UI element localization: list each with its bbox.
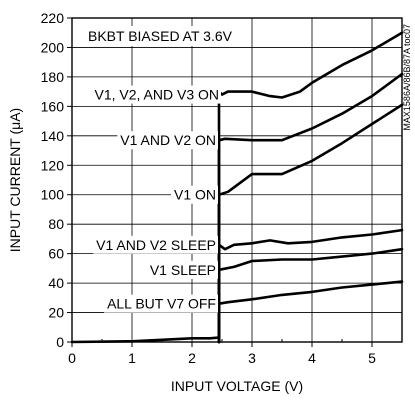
y-tick-label-100: 100 <box>41 187 65 203</box>
y-axis-label: INPUT CURRENT (μA) <box>7 108 23 252</box>
y-tick-label-0: 0 <box>56 334 64 350</box>
series-labels: V1, V2, AND V3 ON V1 AND V2 ON V1 ON V1 AND… <box>91 85 221 313</box>
y-tick-label-140: 140 <box>41 128 65 144</box>
y-tick-label-120: 120 <box>41 157 65 173</box>
x-tick-label-2: 2 <box>188 350 196 366</box>
series-line-4 <box>217 228 404 344</box>
series-group <box>70 31 404 344</box>
y-tick-label-160: 160 <box>41 98 65 114</box>
series-label-2: V1 AND V2 ON <box>120 132 216 148</box>
series-label-bg-5 <box>146 260 218 279</box>
watermark: MAX1586A/86B/87A toc07 <box>402 24 412 131</box>
annotation-bkbt: BKBT BIASED AT 3.6V <box>88 28 233 44</box>
y-tick-label-180: 180 <box>41 69 65 85</box>
series-line-3 <box>217 103 404 344</box>
plot-area <box>71 17 403 343</box>
y-tick-label-220: 220 <box>41 10 65 26</box>
series-label-4: V1 AND V2 SLEEP <box>96 237 216 253</box>
grid <box>72 18 402 342</box>
x-axis-label: INPUT VOLTAGE (V) <box>171 378 303 394</box>
series-label-5: V1 SLEEP <box>150 262 216 278</box>
series-label-1: V1, V2, AND V3 ON <box>95 87 220 103</box>
series-label-bg-6 <box>104 294 218 313</box>
series-label-3: V1 ON <box>174 187 216 203</box>
x-tick-label-5: 5 <box>368 350 376 366</box>
series-label-bg-4 <box>93 235 218 254</box>
x-tick-label-1: 1 <box>128 350 136 366</box>
x-tick-label-3: 3 <box>248 350 256 366</box>
tick-marks <box>67 17 373 347</box>
y-tick-labels: 0 20 40 60 80 100 120 140 160 180 200 220 <box>41 10 65 350</box>
annotation-bkbt-bg <box>84 26 237 46</box>
y-tick-label-40: 40 <box>48 275 64 291</box>
x-tick-label-0: 0 <box>68 350 76 366</box>
y-tick-label-80: 80 <box>48 216 64 232</box>
series-label-bg-1 <box>91 85 221 104</box>
series-line-6 <box>70 280 404 344</box>
series-label-bg-3 <box>170 185 218 204</box>
x-tick-labels: 0 1 2 3 4 5 <box>68 350 376 366</box>
y-tick-label-60: 60 <box>48 246 64 262</box>
x-tick-label-4: 4 <box>308 350 316 366</box>
series-line-5 <box>217 247 404 344</box>
series-label-bg-2 <box>117 131 218 150</box>
y-tick-label-200: 200 <box>41 39 65 55</box>
series-label-6: ALL BUT V7 OFF <box>107 296 216 312</box>
series-line-1 <box>217 31 404 344</box>
y-tick-label-20: 20 <box>48 305 64 321</box>
series-line-2 <box>217 72 404 344</box>
